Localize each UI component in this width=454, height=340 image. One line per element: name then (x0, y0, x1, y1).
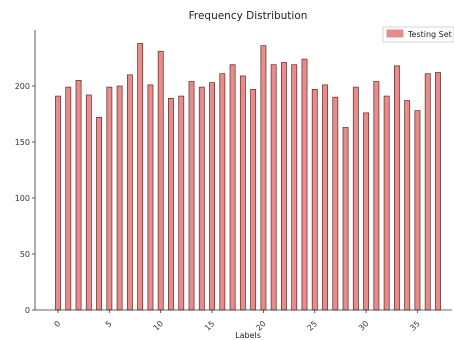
axes-group (34, 30, 452, 311)
bar-24 (301, 58, 308, 311)
bar-4 (96, 117, 103, 311)
bar-21 (270, 64, 277, 311)
bar-1 (65, 86, 72, 311)
bar-30 (363, 112, 370, 311)
bar-16 (219, 73, 226, 311)
bar-5 (106, 86, 113, 311)
bar-6 (116, 85, 123, 311)
bar-33 (394, 65, 400, 311)
y-tick-label: 200 (15, 82, 30, 91)
x-tick-label: 5 (104, 319, 114, 329)
bar-18 (239, 75, 246, 311)
bar-36 (424, 73, 431, 311)
bar-19 (250, 89, 257, 311)
bar-35 (414, 110, 421, 311)
bar-11 (168, 97, 174, 311)
x-ticks-group: 0 5 10 15 20 25 30 35 (52, 310, 422, 333)
chart-title: Frequency Distribution (189, 10, 308, 22)
bar-17 (229, 64, 236, 311)
y-ticks-group: 0 50 100 150 200 (15, 82, 35, 315)
x-axis-label: Labels (235, 331, 261, 340)
y-tick-label: 100 (15, 194, 30, 203)
bar-28 (342, 127, 349, 311)
x-tick-label: 30 (357, 319, 371, 333)
x-tick-label: 25 (306, 319, 320, 333)
legend: Testing Set (382, 26, 454, 43)
bar-20 (260, 45, 267, 311)
x-tick-label: 35 (408, 319, 422, 333)
bar-32 (383, 95, 390, 311)
bar-25 (311, 89, 318, 311)
bar-15 (209, 82, 215, 311)
bar-29 (352, 86, 359, 311)
bar-7 (126, 74, 133, 311)
bar-10 (157, 50, 164, 311)
bar-2 (75, 80, 82, 311)
bar-3 (85, 94, 92, 311)
y-tick-label: 50 (20, 250, 30, 259)
bar-31 (373, 81, 380, 311)
bar-22 (281, 62, 287, 311)
legend-swatch (386, 29, 404, 38)
x-tick-label: 10 (152, 319, 166, 333)
x-tick-label: 15 (203, 319, 217, 333)
bar-27 (332, 96, 339, 311)
bar-37 (435, 72, 441, 311)
bar-13 (188, 81, 195, 311)
bar-8 (137, 43, 144, 311)
bar-23 (291, 64, 298, 311)
legend-label: Testing Set (407, 30, 452, 39)
y-tick-label: 150 (15, 138, 30, 147)
bars-group (55, 43, 441, 311)
bar-0 (55, 95, 61, 311)
bar-9 (147, 84, 154, 311)
bar-26 (322, 84, 328, 311)
y-tick-label: 0 (25, 306, 30, 315)
bar-34 (404, 100, 411, 311)
x-tick-label: 0 (52, 319, 62, 329)
bar-12 (178, 95, 185, 311)
bar-14 (198, 86, 205, 311)
